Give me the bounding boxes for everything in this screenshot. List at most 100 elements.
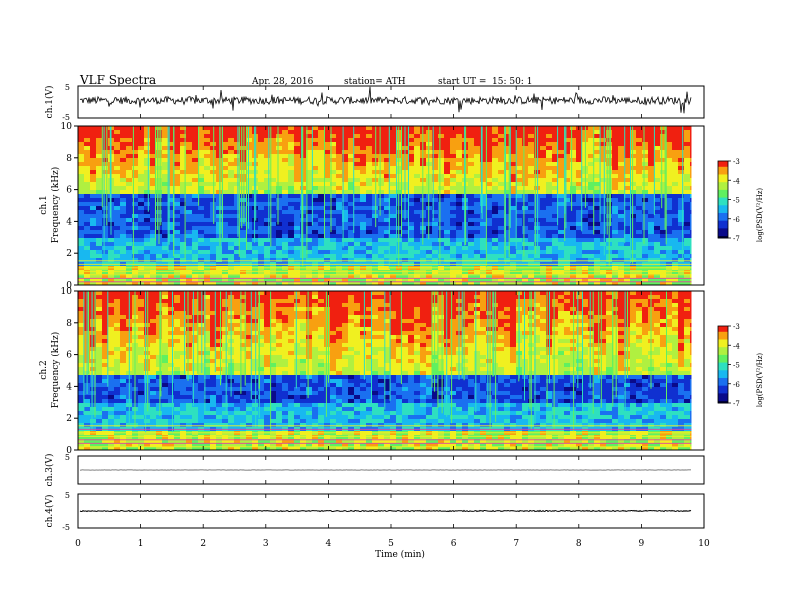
ytick-ch1-bottom: -5 — [62, 113, 70, 122]
spectrogram-cell — [642, 190, 648, 194]
spectrogram-cell — [654, 186, 660, 190]
spectrogram-cell — [120, 250, 126, 254]
spectrogram-cell — [558, 278, 564, 282]
spectrogram-cell — [78, 395, 84, 399]
spectrogram-cell — [120, 242, 126, 246]
spectrogram-cell — [216, 250, 222, 254]
spectrogram-cell — [582, 222, 588, 226]
spectrogram-cell — [660, 146, 666, 150]
spectrogram-cell — [594, 174, 600, 178]
spectrogram-cell — [234, 182, 240, 186]
spectrogram-cell — [402, 282, 408, 285]
spectrogram-cell — [318, 214, 324, 218]
spectrogram-cell — [198, 206, 204, 210]
spectrogram-cell — [96, 303, 102, 307]
spectrogram-cell — [378, 158, 384, 162]
spectrogram-cell — [672, 178, 678, 182]
spectrogram-cell — [438, 130, 444, 134]
spectrogram-cell — [330, 214, 336, 218]
spectrogram-cell — [540, 146, 546, 150]
spectrogram-cell — [582, 270, 588, 274]
spectrogram-cell — [684, 190, 690, 194]
spectrogram-cell — [96, 166, 102, 170]
spectrogram-cell — [174, 339, 180, 343]
spectrogram-cell — [240, 166, 246, 170]
spectrogram-cell — [132, 258, 138, 262]
spectrogram-cell — [186, 210, 192, 214]
spectrogram-cell — [624, 146, 630, 150]
spectrogram-cell — [522, 242, 528, 246]
spectrogram-cell — [522, 182, 528, 186]
spectrogram-cell — [240, 282, 246, 285]
spectrogram-cell — [624, 210, 630, 214]
spectrogram-cell — [636, 246, 642, 250]
spectrogram-cell — [210, 158, 216, 162]
spectrogram-cell — [114, 399, 120, 403]
spectrogram-cell — [534, 166, 540, 170]
spectrogram-cell — [324, 166, 330, 170]
spectrogram-cell — [210, 146, 216, 150]
spectrogram-cell — [654, 194, 660, 198]
spectrogram-cell — [186, 242, 192, 246]
colorbar-cell — [718, 191, 728, 195]
spectrogram-cell — [144, 439, 150, 443]
spectrogram-cell — [378, 166, 384, 170]
spectrogram-cell — [678, 246, 684, 250]
spectrogram-cell — [672, 226, 678, 230]
spectrogram-cell — [150, 202, 156, 206]
spectrogram-cell — [600, 278, 606, 282]
spectrogram-cell — [192, 206, 198, 210]
spectrogram-cell — [168, 355, 174, 359]
spectrogram-cell — [312, 270, 318, 274]
spectrogram-cell — [552, 226, 558, 230]
spectrogram-cell — [384, 238, 390, 242]
spectrogram-cell — [564, 182, 570, 186]
spectrogram-cell — [390, 238, 396, 242]
spectrogram-cell — [162, 339, 168, 343]
spectrogram-cell — [168, 407, 174, 411]
spectrogram-cell — [618, 282, 624, 285]
spectrogram-cell — [552, 138, 558, 142]
spectrogram-cell — [282, 186, 288, 190]
spectrogram-cell — [690, 226, 692, 230]
spectrogram-cell — [180, 190, 186, 194]
spectrogram-cell — [486, 246, 492, 250]
spectrogram-cell — [204, 126, 210, 130]
spectrogram-cell — [468, 178, 474, 182]
spectrogram-cell — [216, 254, 222, 258]
spectrogram-cell — [270, 274, 276, 278]
spectrogram-cell — [168, 238, 174, 242]
spectrogram-cell — [366, 138, 372, 142]
spectrogram-cell — [354, 206, 360, 210]
spectrogram-cell — [330, 138, 336, 142]
spectrogram-cell — [516, 274, 522, 278]
spectrogram-cell — [372, 154, 378, 158]
spectrogram-cell — [648, 186, 654, 190]
spectrogram-cell — [384, 126, 390, 130]
spectrogram-cell — [552, 142, 558, 146]
spectrogram-cell — [174, 391, 180, 395]
spectrogram-cell — [168, 166, 174, 170]
spectrogram-cell — [318, 158, 324, 162]
spectrogram-cell — [240, 218, 246, 222]
spectrogram-cell — [354, 170, 360, 174]
spectrogram-cell — [336, 234, 342, 238]
spectrogram-cell — [486, 154, 492, 158]
spectrogram-cell — [120, 359, 126, 363]
spectrogram-cell — [156, 270, 162, 274]
spectrogram-cell — [324, 178, 330, 182]
spectrogram-cell — [96, 270, 102, 274]
spectrogram-cell — [138, 238, 144, 242]
spectrogram-cell — [78, 242, 84, 246]
spectrogram-cell — [528, 158, 534, 162]
spectrogram-cell — [288, 274, 294, 278]
spectrogram-cell — [144, 299, 150, 303]
spectrogram-cell — [174, 323, 180, 327]
spectrogram-cell — [516, 198, 522, 202]
spectrogram-cell — [408, 242, 414, 246]
spectrogram-cell — [690, 126, 692, 130]
spectrogram-cell — [408, 174, 414, 178]
spectrogram-cell — [636, 258, 642, 262]
spectrogram-cell — [348, 254, 354, 258]
spectrogram-cell — [318, 178, 324, 182]
